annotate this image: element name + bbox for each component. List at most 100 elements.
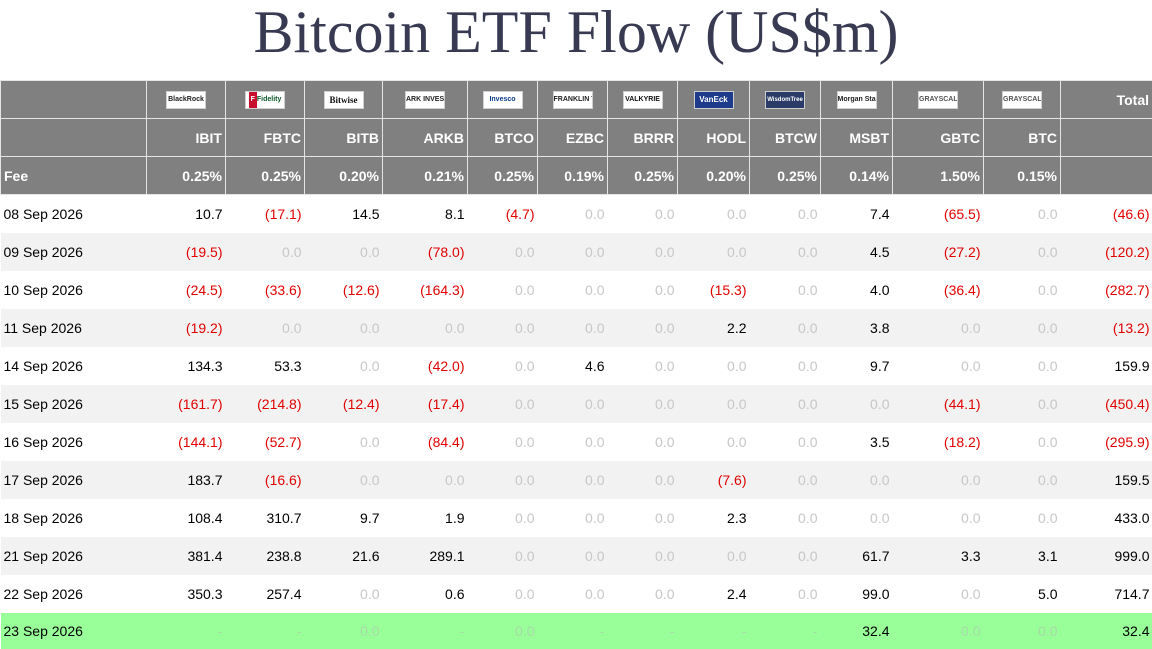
fee-label: Fee xyxy=(1,157,147,195)
flow-value: (78.0) xyxy=(383,233,468,271)
flow-value: 0.0 xyxy=(608,233,678,271)
flow-value: (17.1) xyxy=(226,195,305,233)
invesco-logo-icon: Invesco xyxy=(483,91,523,109)
row-date: 18 Sep 2026 xyxy=(1,499,147,537)
ticker-header: MSBT xyxy=(821,119,893,157)
fee-value: 0.25% xyxy=(750,157,821,195)
flow-value: (84.4) xyxy=(383,423,468,461)
flow-value: 0.0 xyxy=(608,309,678,347)
flow-value: - xyxy=(383,613,468,649)
issuer-logo-cell: GRAYSCALE xyxy=(984,81,1061,119)
flow-value: 0.0 xyxy=(893,347,984,385)
issuer-logo-cell: VALKYRIE xyxy=(608,81,678,119)
row-date: 14 Sep 2026 xyxy=(1,347,147,385)
row-total: 999.0 xyxy=(1061,537,1152,575)
flow-value: 0.0 xyxy=(468,575,538,613)
flow-value: 0.0 xyxy=(821,499,893,537)
issuer-logo-cell: WisdomTree xyxy=(750,81,821,119)
flow-value: 14.5 xyxy=(305,195,383,233)
flow-value: 0.0 xyxy=(984,461,1061,499)
flow-value: 0.0 xyxy=(608,271,678,309)
flow-value: (15.3) xyxy=(678,271,750,309)
issuer-logo-cell: ARK INVEST xyxy=(383,81,468,119)
flow-value: 0.0 xyxy=(538,195,608,233)
row-date: 22 Sep 2026 xyxy=(1,575,147,613)
flow-value: 0.0 xyxy=(984,347,1061,385)
flow-value: 0.0 xyxy=(608,461,678,499)
wisdom-logo-icon: WisdomTree xyxy=(765,91,805,109)
flow-value: 61.7 xyxy=(821,537,893,575)
grayscale-logo-icon: GRAYSCALE xyxy=(918,91,958,109)
flow-value: - xyxy=(750,613,821,649)
flow-value: (19.5) xyxy=(147,233,226,271)
flow-value: 0.0 xyxy=(750,195,821,233)
row-total: 433.0 xyxy=(1061,499,1152,537)
flow-value: 0.0 xyxy=(678,537,750,575)
flow-value: 0.0 xyxy=(468,537,538,575)
ticker-header: EZBC xyxy=(538,119,608,157)
flow-value: 0.0 xyxy=(608,385,678,423)
row-date: 21 Sep 2026 xyxy=(1,537,147,575)
morgan-logo-icon: Morgan Stanley xyxy=(837,91,877,109)
flow-value: (44.1) xyxy=(893,385,984,423)
fee-value: 1.50% xyxy=(893,157,984,195)
flow-value: 0.0 xyxy=(468,309,538,347)
flow-value: 0.0 xyxy=(226,233,305,271)
flow-value: (164.3) xyxy=(383,271,468,309)
flow-value: 1.9 xyxy=(383,499,468,537)
flow-value: 0.0 xyxy=(538,537,608,575)
flow-value: 0.0 xyxy=(750,537,821,575)
flow-value: 0.0 xyxy=(750,271,821,309)
row-total: (282.7) xyxy=(1061,271,1152,309)
flow-value: (17.4) xyxy=(383,385,468,423)
flow-value: 0.0 xyxy=(893,461,984,499)
row-total: 32.4 xyxy=(1061,613,1152,649)
row-date: 17 Sep 2026 xyxy=(1,461,147,499)
flow-value: 0.0 xyxy=(538,309,608,347)
flow-value: 0.0 xyxy=(984,613,1061,649)
flow-value: 0.0 xyxy=(678,385,750,423)
flow-value: 350.3 xyxy=(147,575,226,613)
header-corner-cell xyxy=(1,81,147,119)
flow-value: - xyxy=(226,613,305,649)
row-total: 159.9 xyxy=(1061,347,1152,385)
ticker-header: GBTC xyxy=(893,119,984,157)
flow-value: 257.4 xyxy=(226,575,305,613)
flow-value: 21.6 xyxy=(305,537,383,575)
ticker-row-label xyxy=(1,119,147,157)
flow-value: - xyxy=(678,613,750,649)
flow-value: 0.0 xyxy=(893,499,984,537)
flow-value: 108.4 xyxy=(147,499,226,537)
flow-value: 3.8 xyxy=(821,309,893,347)
fee-value: 0.15% xyxy=(984,157,1061,195)
flow-value: (7.6) xyxy=(678,461,750,499)
flow-value: 0.0 xyxy=(305,233,383,271)
flow-value: 0.0 xyxy=(538,423,608,461)
flow-value: 0.0 xyxy=(750,233,821,271)
flow-value: 0.0 xyxy=(984,385,1061,423)
flow-value: 134.3 xyxy=(147,347,226,385)
flow-value: 0.0 xyxy=(750,575,821,613)
flow-value: (27.2) xyxy=(893,233,984,271)
flow-value: 0.0 xyxy=(984,423,1061,461)
flow-value: 0.0 xyxy=(984,233,1061,271)
flow-value: - xyxy=(538,613,608,649)
flow-value: 0.0 xyxy=(750,347,821,385)
flow-value: 0.0 xyxy=(538,499,608,537)
flow-value: 0.6 xyxy=(383,575,468,613)
flow-value: 0.0 xyxy=(538,461,608,499)
row-date: 15 Sep 2026 xyxy=(1,385,147,423)
ticker-header: FBTC xyxy=(226,119,305,157)
flow-value: 9.7 xyxy=(821,347,893,385)
issuer-logo-cell: GRAYSCALE xyxy=(893,81,984,119)
flow-value: 9.7 xyxy=(305,499,383,537)
